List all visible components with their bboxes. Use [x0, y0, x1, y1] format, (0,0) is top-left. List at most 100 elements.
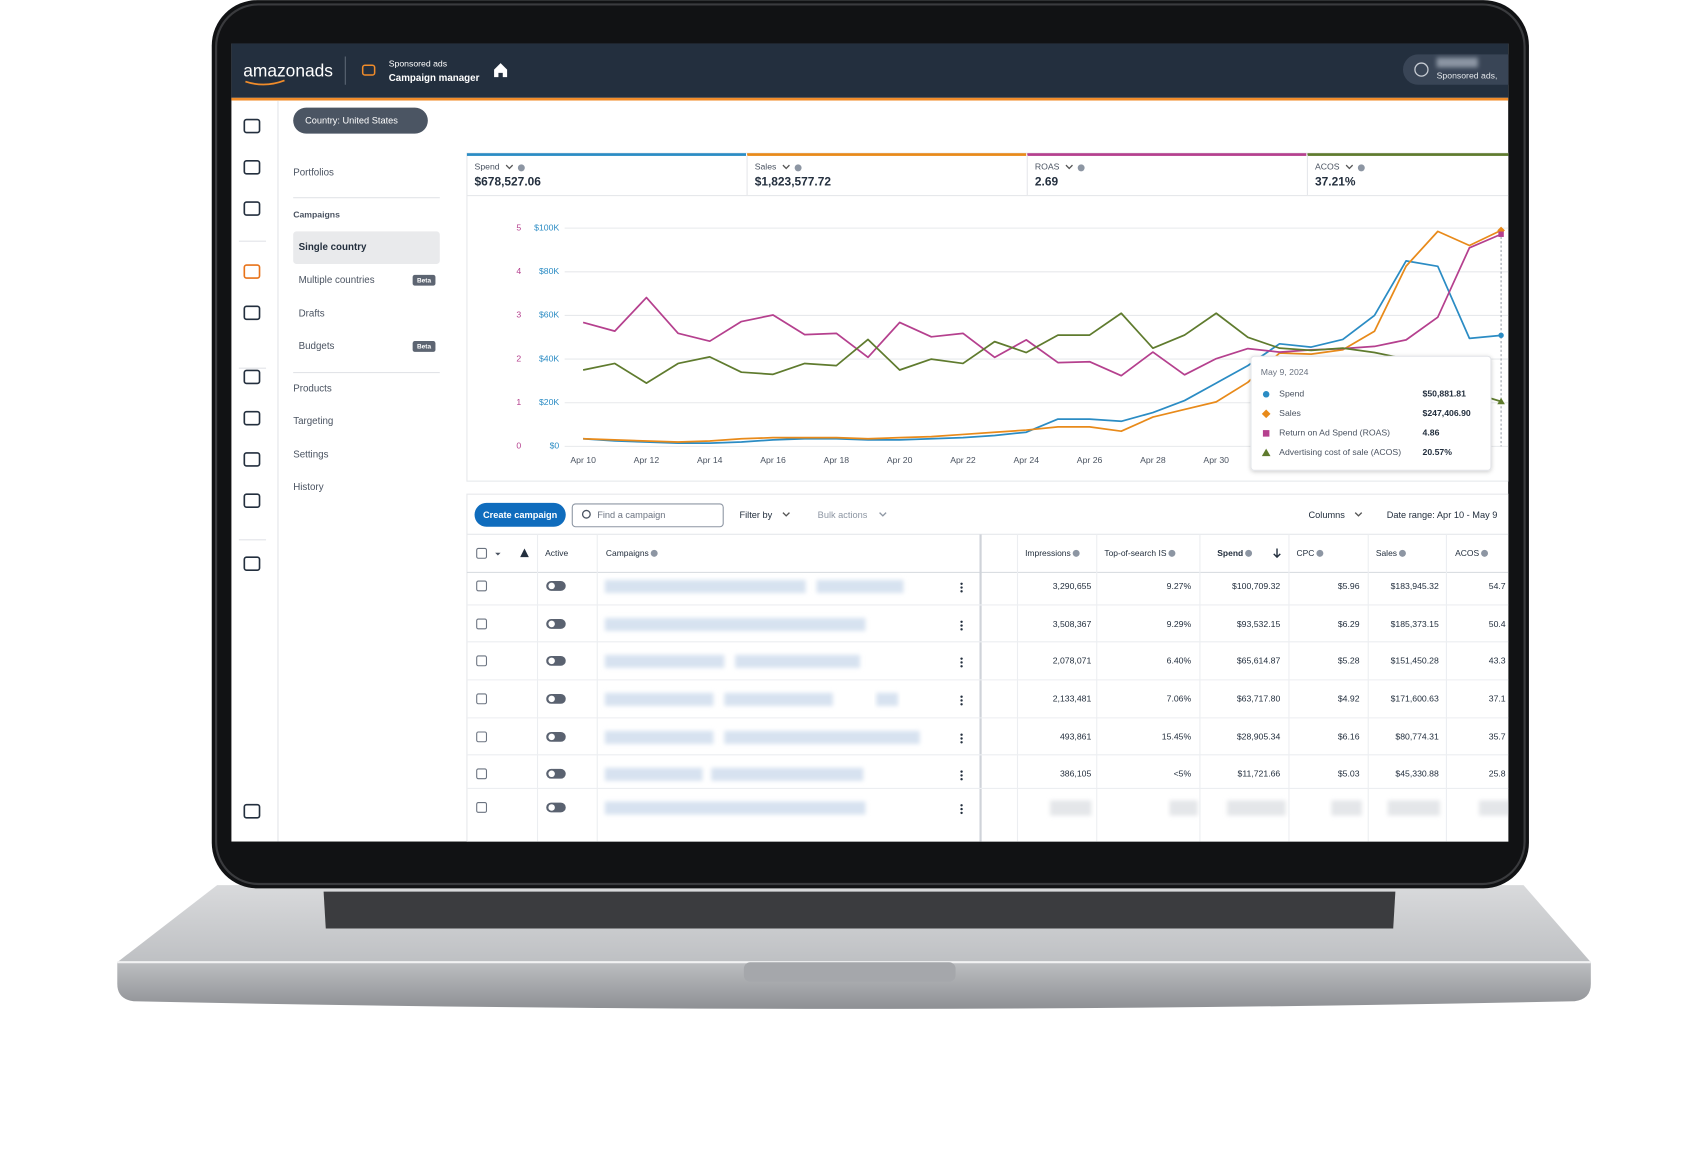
column-header[interactable]: Campaigns [606, 548, 649, 558]
y-tick-label: 3 [516, 310, 521, 320]
row-menu [960, 770, 963, 773]
rail-icon[interactable] [243, 369, 261, 385]
nav-item[interactable]: Budgets [299, 341, 335, 352]
chevron [1345, 164, 1354, 170]
cell: $11,721.66 [1238, 769, 1281, 779]
rail-icon[interactable] [243, 305, 261, 321]
row-checkbox[interactable] [476, 802, 488, 813]
row-checkbox[interactable] [476, 618, 488, 630]
row-menu [960, 661, 963, 664]
tooltip [1250, 355, 1492, 471]
toggle-knob [548, 695, 555, 703]
badge [412, 341, 436, 352]
metric-label[interactable]: Spend [475, 162, 500, 172]
nav-item[interactable]: Portfolios [293, 167, 334, 178]
metric-tab-accent[interactable] [1307, 153, 1586, 156]
column-header[interactable]: Active [545, 548, 568, 558]
nav-item[interactable]: Multiple countries [299, 275, 375, 286]
row-checkbox[interactable] [476, 768, 488, 780]
campaign-name-redacted [604, 767, 703, 781]
rail-icon[interactable] [243, 159, 261, 175]
campaign-name-redacted [816, 579, 904, 593]
select-all[interactable] [476, 547, 488, 559]
select-menu[interactable] [495, 552, 501, 556]
metric-label[interactable]: Sales [755, 162, 777, 172]
row-checkbox[interactable] [476, 580, 488, 592]
cell: $5.03 [1338, 769, 1360, 779]
cell: $171,600.63 [1391, 694, 1439, 704]
date-range[interactable]: Date range: Apr 10 - May 9 [1387, 510, 1498, 520]
account-pill[interactable] [1402, 54, 1533, 85]
column-header[interactable]: Spend [1217, 548, 1243, 558]
home-icon[interactable] [494, 63, 508, 78]
x-tick-label: Apr 22 [950, 455, 976, 465]
cell: 493,861 [1060, 732, 1092, 742]
badge-label: Beta [417, 344, 431, 351]
badge [412, 274, 436, 286]
chevron [1354, 512, 1363, 517]
rail-icon[interactable] [243, 493, 261, 509]
column-header[interactable]: CPC [1297, 548, 1315, 558]
row-checkbox[interactable] [476, 693, 488, 705]
rail-icon[interactable] [243, 264, 261, 279]
row-menu [960, 804, 963, 807]
chevron [1065, 164, 1073, 170]
nav-item[interactable]: Single country [299, 242, 367, 253]
campaign-name-redacted [724, 692, 833, 706]
chevron [782, 512, 790, 517]
row-menu [960, 695, 963, 698]
metric-label[interactable]: ACOS [1315, 162, 1340, 172]
marker [1498, 231, 1504, 237]
filter-button[interactable]: Filter by [739, 510, 772, 520]
country-pill[interactable] [293, 107, 428, 134]
nav-item[interactable]: Targeting [293, 416, 333, 427]
cell: 2,133,481 [1053, 694, 1092, 704]
create-button-label[interactable]: Create campaign [483, 510, 558, 520]
cell: 3,290,655 [1053, 581, 1092, 591]
nav-item[interactable]: Products [293, 383, 332, 394]
row-menu [960, 807, 963, 811]
rail-icon[interactable] [243, 201, 261, 216]
nav-item[interactable]: Settings [293, 450, 328, 461]
cell: $6.16 [1338, 732, 1360, 742]
row-checkbox[interactable] [476, 655, 488, 667]
rail-icon[interactable] [243, 118, 261, 134]
search-box[interactable] [571, 503, 724, 528]
cell-redacted [1050, 800, 1092, 816]
campaign-name-redacted [604, 579, 806, 593]
info-icon [1398, 549, 1406, 557]
create-button[interactable] [474, 502, 566, 527]
rail-icon[interactable] [243, 803, 261, 819]
metric-tab-accent[interactable] [1027, 153, 1307, 156]
rail-icon[interactable] [243, 452, 261, 467]
column-header[interactable]: Sales [1376, 548, 1397, 558]
campaign-name-redacted [604, 730, 714, 744]
columns-button[interactable]: Columns [1309, 510, 1346, 520]
nav-item[interactable]: Campaigns [293, 209, 340, 219]
bulk-actions[interactable]: Bulk actions [818, 510, 868, 520]
cell-redacted [1478, 800, 1509, 816]
info-icon [1077, 164, 1085, 172]
cell: $45,330.88 [1395, 769, 1439, 779]
toggle-knob [548, 582, 555, 590]
rail-icon[interactable] [243, 556, 261, 571]
metric-tab-accent[interactable] [747, 153, 1027, 156]
metric-label[interactable]: ROAS [1035, 162, 1060, 172]
cell: $183,945.32 [1391, 581, 1439, 591]
cell: $5.28 [1338, 656, 1360, 666]
column-header[interactable]: Top-of-search IS [1104, 548, 1166, 558]
column-header[interactable]: ACOS [1455, 548, 1479, 558]
account-label: Sponsored ads, [1437, 70, 1498, 80]
row-menu [960, 624, 963, 627]
nav-item[interactable]: History [293, 482, 324, 493]
toggle-knob [548, 657, 555, 665]
row-checkbox[interactable] [476, 731, 488, 743]
y-tick-label: 4 [516, 266, 521, 276]
info-icon [794, 164, 802, 172]
globe-icon [1414, 62, 1429, 77]
metric-tab-accent[interactable] [466, 153, 747, 156]
cell: 2,078,071 [1053, 656, 1092, 666]
nav-item[interactable]: Drafts [299, 308, 325, 319]
column-header[interactable]: Impressions [1025, 548, 1071, 558]
rail-icon[interactable] [243, 410, 261, 426]
